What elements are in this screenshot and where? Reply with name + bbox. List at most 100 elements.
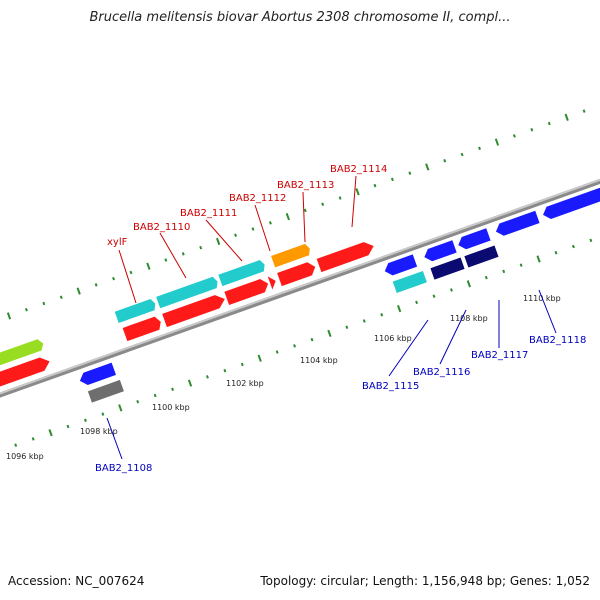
lower-ring-minor-tick [293, 344, 297, 348]
upper-ring-major-tick [564, 113, 569, 121]
upper-ring-minor-tick [164, 258, 168, 262]
feature-gray-1108[interactable] [87, 379, 124, 403]
lower-ring-minor-tick [345, 325, 349, 329]
feature-blue-1116[interactable] [422, 240, 457, 263]
tick-label-1104: 1104 kbp [300, 356, 338, 365]
upper-ring-minor-tick [547, 121, 551, 126]
reverse-gene-labels: BAB2_1108 BAB2_1115 BAB2_1116 BAB2_1117 … [95, 289, 586, 474]
tick-label-1102: 1102 kbp [226, 379, 264, 388]
upper-ring-minor-tick [42, 301, 46, 306]
genome-summary: Topology: circular; Length: 1,156,948 bp… [260, 574, 590, 588]
lower-ring-minor-tick [205, 375, 209, 379]
feature-red-3[interactable] [162, 292, 227, 328]
forward-strand-features [0, 239, 376, 398]
lower-ring-minor-tick [432, 294, 436, 298]
gene-label-BAB2_1117[interactable]: BAB2_1117 [471, 350, 528, 361]
feature-teal-3[interactable] [218, 259, 266, 287]
upper-ring-minor-tick [582, 109, 586, 113]
feature-blue-1115[interactable] [383, 254, 418, 277]
feature-lime[interactable] [0, 338, 45, 379]
upper-ring-minor-tick [530, 127, 534, 132]
upper-ring-minor-tick [478, 146, 481, 151]
upper-ring-minor-tick [321, 202, 325, 206]
lower-ring-minor-tick [101, 412, 105, 416]
tick-label-1100: 1100 kbp [152, 403, 190, 412]
upper-ring-minor-tick [181, 252, 185, 256]
upper-ring-major-tick [355, 188, 360, 196]
feature-teal-1115[interactable] [392, 270, 427, 293]
upper-ring-major-tick [425, 163, 430, 171]
lower-ring-minor-tick [589, 238, 593, 243]
feature-blue-1118b[interactable] [541, 179, 600, 221]
gene-label-BAB2_1108[interactable]: BAB2_1108 [95, 463, 152, 474]
upper-ring-minor-tick [390, 177, 394, 182]
lower-ring-minor-tick [310, 337, 314, 342]
upper-ring-minor-tick [443, 159, 447, 163]
feature-red-4[interactable] [224, 277, 270, 305]
lower-ring-minor-tick [171, 387, 175, 392]
lower-ring-minor-tick [362, 319, 366, 323]
lower-ring-minor-tick [380, 313, 384, 317]
gene-label-BAB2_1114[interactable]: BAB2_1114 [330, 164, 387, 175]
lower-ring-minor-tick [14, 443, 18, 447]
gene-label-BAB2_1112[interactable]: BAB2_1112 [229, 193, 286, 204]
upper-ring-minor-tick [268, 221, 272, 225]
tick-label-1108: 1108 kbp [450, 314, 488, 323]
upper-ring-major-tick [494, 138, 500, 146]
lower-ring-major-tick [118, 404, 123, 412]
lower-ring-minor-tick [571, 244, 575, 249]
lower-ring-minor-tick [449, 288, 453, 292]
upper-ring-major-tick [146, 262, 151, 270]
feature-orange[interactable] [271, 243, 312, 268]
upper-ring-minor-tick [112, 276, 116, 281]
feature-red-6[interactable] [277, 260, 317, 287]
feature-red-7[interactable] [316, 239, 376, 273]
lower-ring-major-tick [397, 304, 402, 313]
gene-label-BAB2_1118[interactable]: BAB2_1118 [529, 335, 586, 346]
upper-ring-minor-tick [199, 245, 203, 250]
gene-label-BAB2_1116[interactable]: BAB2_1116 [413, 367, 470, 378]
upper-ring-major-tick [285, 212, 290, 221]
accession-text: Accession: NC_007624 [8, 574, 145, 588]
feature-blue-1108[interactable] [78, 362, 116, 387]
lower-ring-major-tick [187, 379, 193, 387]
lower-ring-minor-tick [153, 393, 157, 398]
upper-ring-minor-tick [234, 233, 237, 237]
lower-ring-minor-tick [502, 269, 506, 274]
feature-navy-1116[interactable] [430, 257, 465, 280]
feature-teal-1[interactable] [114, 298, 158, 324]
lower-ring-major-tick [536, 255, 541, 263]
upper-ring-minor-tick [24, 307, 28, 312]
upper-ring-minor-tick [373, 183, 377, 188]
upper-ring-minor-tick [512, 134, 516, 138]
upper-ring-minor-tick [303, 208, 307, 213]
gene-label-xylF[interactable]: xylF [107, 237, 128, 248]
lower-ring-minor-tick [66, 424, 70, 429]
map-title: Brucella melitensis biovar Abortus 2308 … [89, 10, 511, 25]
feature-red-1[interactable] [0, 355, 52, 398]
lower-ring-major-tick [48, 429, 53, 437]
gene-label-BAB2_1115[interactable]: BAB2_1115 [362, 381, 419, 392]
tick-label-1096: 1096 kbp [6, 452, 44, 461]
feature-red-5[interactable] [267, 274, 278, 290]
feature-blue-1118a[interactable] [494, 210, 540, 238]
feature-teal-2[interactable] [156, 276, 219, 309]
tick-label-1098: 1098 kbp [80, 427, 118, 436]
lower-ring-major-tick [327, 329, 332, 338]
gene-label-BAB2_1113[interactable]: BAB2_1113 [277, 180, 334, 191]
lower-ring-major-tick [257, 354, 262, 362]
gene-label-BAB2_1110[interactable]: BAB2_1110 [133, 222, 190, 233]
feature-red-2[interactable] [122, 315, 163, 342]
lower-ring-minor-tick [136, 399, 140, 404]
lower-ring-minor-tick [275, 350, 279, 354]
lower-ring-minor-tick [240, 362, 244, 367]
reverse-strand-features [78, 179, 600, 403]
upper-ring-minor-tick [251, 227, 255, 231]
upper-ring-major-tick [216, 237, 221, 246]
feature-navy-1117[interactable] [464, 245, 499, 268]
upper-ring-minor-tick [59, 295, 63, 300]
feature-blue-1117[interactable] [456, 228, 491, 251]
gene-label-BAB2_1111[interactable]: BAB2_1111 [180, 208, 237, 219]
upper-ring-major-tick [76, 287, 81, 295]
